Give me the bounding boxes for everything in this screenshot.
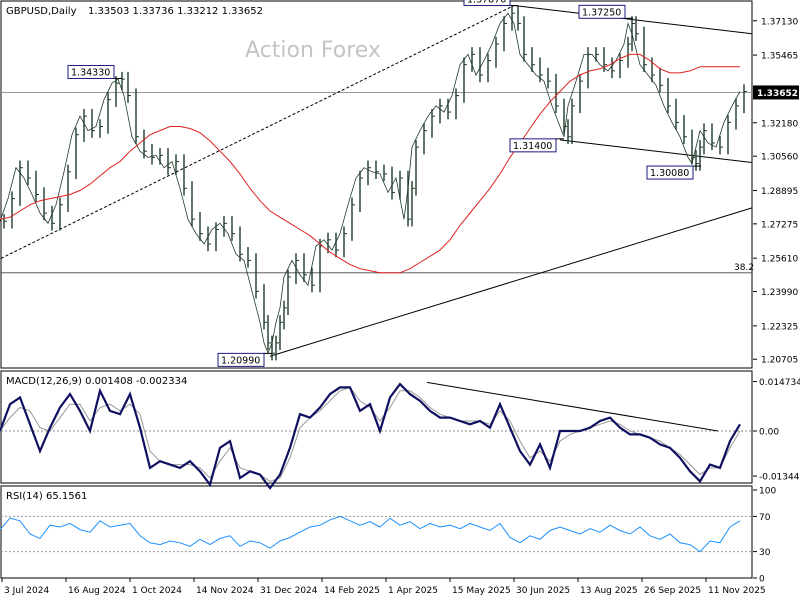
annotation-label: 1.20990: [221, 355, 260, 366]
macd-main-line: [0, 382, 741, 490]
macd-label: MACD(12,26,9) 0.001408 -0.002334: [6, 376, 187, 387]
price-tick-label: 1.23990: [761, 288, 798, 298]
annotation-box: [217, 352, 265, 367]
annotation-box: [509, 138, 557, 153]
support-trendline: [269, 207, 753, 357]
x-tick-label: 13 Aug 2025: [580, 586, 638, 596]
price-panel: [0, 0, 753, 369]
x-tick-label: 30 Jun 2025: [516, 586, 570, 596]
x-tick-label: 11 Nov 2025: [708, 586, 766, 596]
price-tick-label: 1.22325: [761, 322, 798, 332]
annotation-box: [67, 64, 115, 79]
x-tick-label: 16 Aug 2024: [68, 586, 126, 596]
price-tick-label: 1.35465: [761, 52, 798, 62]
annotation-label: 1.34330: [71, 67, 110, 78]
price-tick-label: 1.20705: [761, 356, 798, 366]
macd-tick-label: -0.013442: [759, 473, 800, 483]
x-tick-label: 14 Nov 2024: [196, 586, 254, 596]
x-tick-label: 3 Jul 2024: [4, 586, 49, 596]
macd-tick-label: 0.00: [759, 428, 779, 438]
macd-panel: [0, 370, 753, 484]
rsi-line: [0, 515, 741, 553]
price-tick-label: 1.28895: [761, 187, 798, 197]
price-tick-label: 1.27275: [761, 220, 798, 230]
annotation-label: 1.37250: [582, 7, 621, 18]
annotation-box: [578, 4, 626, 19]
rsi-tick-label: 0: [759, 575, 765, 585]
ohlc-label: 1.33503 1.33736 1.33212 1.33652: [88, 6, 263, 17]
price-tick-label: 1.37130: [761, 17, 798, 27]
rsi-tick-label: 100: [759, 487, 776, 497]
annotation-box: [646, 165, 694, 180]
x-tick-label: 15 May 2025: [452, 586, 511, 596]
rsi-tick-label: 30: [759, 548, 771, 558]
macd-trendline: [426, 381, 719, 432]
rsi-tick-label: 70: [759, 513, 771, 523]
x-tick-label: 26 Sep 2025: [644, 586, 701, 596]
annotation-label: 1.31400: [513, 141, 552, 152]
price-tick-label: 1.30560: [761, 153, 798, 163]
annotation-box: [463, 0, 511, 7]
fib-label: 38.2: [734, 263, 754, 273]
x-tick-label: 1 Apr 2025: [388, 586, 438, 596]
symbol-label: GBPUSD,Daily: [6, 6, 77, 17]
price-tick-label: 1.25610: [761, 255, 798, 265]
upper-channel-line: [513, 5, 753, 35]
current-price-label: 1.33652: [757, 89, 798, 99]
price-line: [0, 12, 741, 355]
price-tick-label: 1.32180: [761, 119, 798, 129]
current-price-box: [753, 85, 799, 100]
annotation-label: 1.30080: [650, 168, 689, 179]
macd-tick-label: 0.014734: [759, 378, 800, 388]
x-tick-label: 31 Dec 2024: [260, 586, 318, 596]
watermark: Action Forex: [245, 38, 381, 63]
x-tick-label: 1 Oct 2024: [132, 586, 182, 596]
lower-channel-line: [559, 139, 753, 164]
rsi-panel: [0, 485, 753, 579]
rsi-label: RSI(14) 65.1561: [6, 491, 87, 502]
dashed-channel-line: [0, 5, 515, 259]
moving-average-line: [0, 53, 740, 274]
annotation-label: 1.37870: [467, 0, 506, 6]
x-tick-label: 14 Feb 2025: [324, 586, 380, 596]
